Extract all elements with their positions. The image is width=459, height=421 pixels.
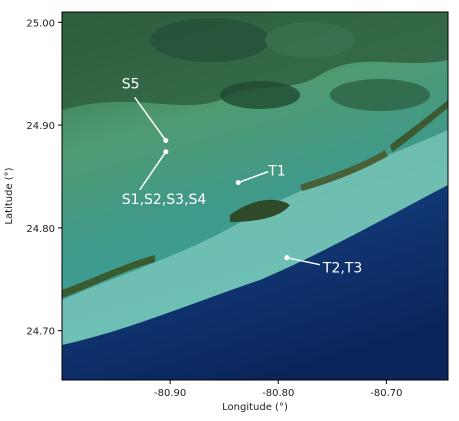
- y-tick-label: 24.90: [26, 121, 55, 132]
- site-marker: [235, 180, 241, 186]
- leader-line: [139, 151, 167, 191]
- y-tick-label: 24.70: [26, 327, 55, 338]
- x-tick-label: -80.70: [370, 388, 402, 399]
- plot-frame: [61, 11, 449, 381]
- site-label: S5: [122, 76, 140, 92]
- site-label: T1: [267, 164, 285, 180]
- x-axis-label: Longitude (°): [222, 402, 288, 413]
- leader-line: [286, 256, 321, 266]
- y-axis-label: Latitude (°): [4, 167, 15, 224]
- site-marker: [163, 149, 169, 155]
- y-tick-label: 25.00: [26, 18, 55, 29]
- site-marker: [284, 255, 290, 261]
- x-tick-label: -80.80: [262, 388, 294, 399]
- satellite-image: [62, 12, 448, 380]
- site-marker: [163, 137, 169, 143]
- y-tick-label: 24.80: [26, 224, 55, 235]
- site-label: S1,S2,S3,S4: [122, 192, 207, 208]
- leader-line: [237, 170, 269, 184]
- x-tick-label: -80.90: [154, 388, 186, 399]
- site-label: T2,T3: [322, 261, 362, 277]
- leader-line: [134, 97, 167, 141]
